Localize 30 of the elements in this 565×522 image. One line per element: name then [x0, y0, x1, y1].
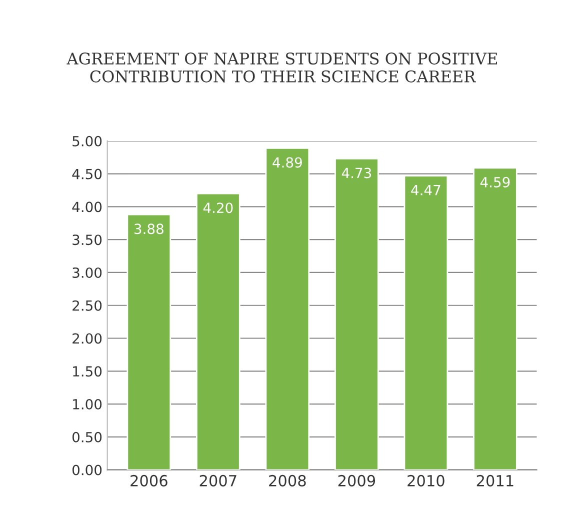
bar	[473, 167, 518, 470]
x-tick-label: 2006	[130, 474, 168, 486]
y-tick-label: 1.50	[73, 366, 102, 377]
x-tick-label: 2011	[476, 474, 514, 486]
data-label: 4.89	[272, 157, 302, 168]
y-tick-label: 5.00	[72, 136, 102, 146]
data-label: 4.47	[411, 185, 440, 196]
data-label: 3.88	[134, 224, 164, 234]
y-tick-label: 2.00	[72, 333, 102, 344]
x-tick-label: 2009	[338, 474, 376, 486]
bar	[404, 175, 448, 470]
x-tick-label: 2010	[408, 474, 444, 486]
bar	[126, 214, 172, 470]
y-tick-label: 3.00	[72, 267, 102, 278]
y-tick-label: 0.50	[72, 432, 102, 442]
y-tick-label: 1.00	[73, 398, 102, 410]
data-label: 4.20	[203, 202, 233, 214]
bar	[334, 158, 379, 470]
bar	[196, 192, 240, 470]
chart-title: AGREEMENT OF NAPIRE STUDENTS ON POSITIVE CONTRIBUTION TO THEIR SCIENCE CAREER	[66, 52, 497, 82]
x-tick-label: 2008	[269, 474, 306, 486]
data-label: 4.59	[480, 176, 510, 188]
y-tick-label: 3.50	[72, 234, 102, 246]
x-tick-label: 2007	[200, 474, 236, 486]
y-tick-label: 0.00	[72, 464, 102, 476]
bar	[265, 147, 310, 470]
y-tick-label: 4.50	[72, 168, 102, 180]
y-tick-label: 2.50	[72, 300, 102, 311]
y-tick-label: 4.00	[72, 202, 102, 212]
data-label: 4.73	[342, 168, 372, 178]
